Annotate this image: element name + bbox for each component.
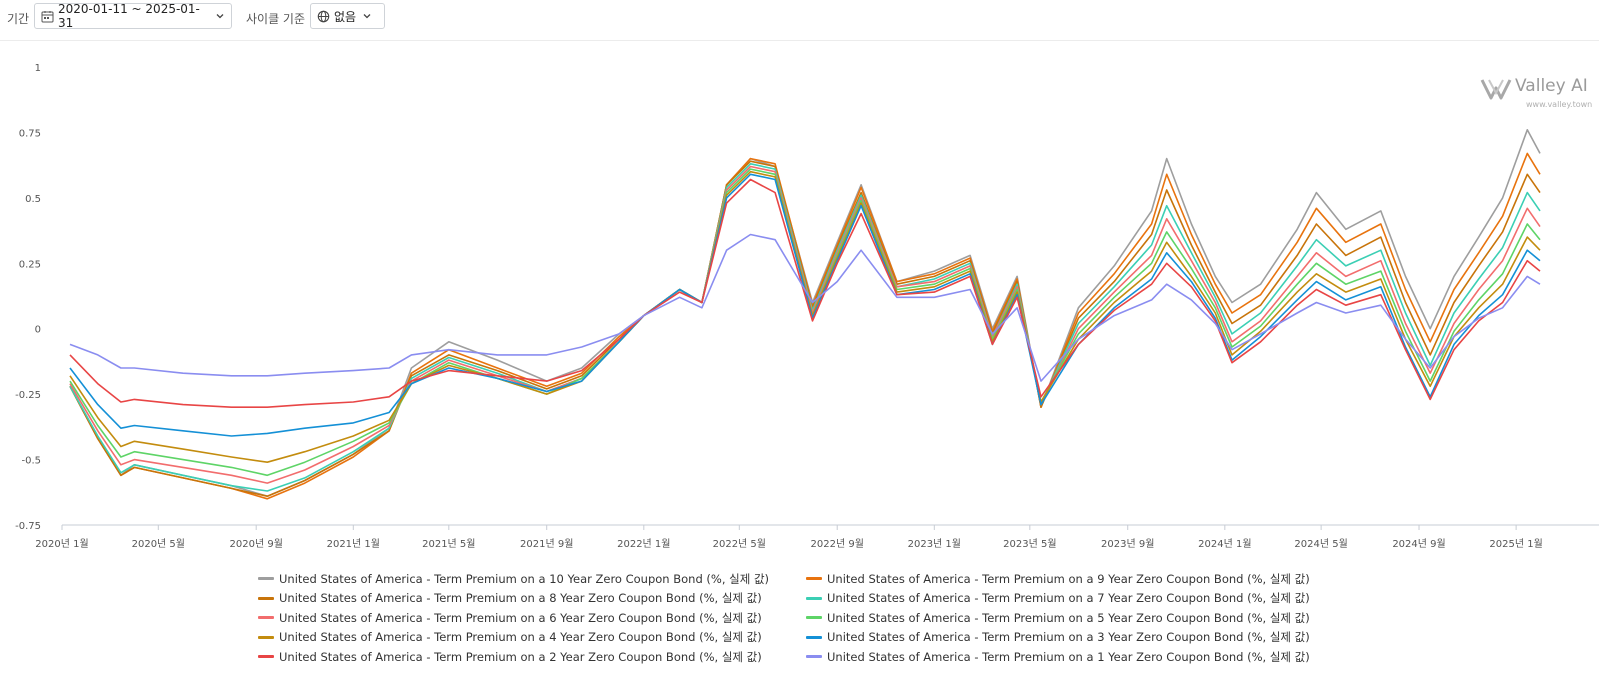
x-tick-label: 2025년 1월 [1489, 538, 1542, 550]
legend-swatch [258, 596, 274, 600]
series-line-3 [69, 160, 1541, 498]
x-tick-label: 2021년 5월 [422, 538, 475, 550]
y-tick-label: 1 [35, 63, 41, 74]
y-tick-label: 0.5 [25, 194, 41, 205]
series-line-2 [69, 152, 1541, 500]
legend-item[interactable]: United States of America - Term Premium … [258, 570, 806, 588]
legend-item[interactable]: United States of America - Term Premium … [806, 648, 1366, 666]
legend-label: United States of America - Term Premium … [827, 571, 1310, 586]
x-axis: 2020년 1월 2020년 5월 2020년 9월 2021년 1월 2021년 5월… [35, 524, 1599, 550]
calendar-icon [41, 10, 54, 23]
series-line-10 [69, 233, 1541, 382]
legend-swatch [258, 635, 274, 639]
legend-item[interactable]: United States of America - Term Premium … [806, 590, 1366, 608]
valley-ai-logo-icon [1480, 76, 1512, 106]
legend-item[interactable]: United States of America - Term Premium … [258, 590, 806, 608]
legend-swatch [806, 616, 822, 620]
x-tick-label: 2020년 9월 [230, 538, 283, 550]
x-tick-label: 2022년 1월 [617, 538, 670, 550]
legend-label: United States of America - Term Premium … [827, 630, 1310, 645]
legend-label: United States of America - Term Premium … [827, 649, 1310, 664]
legend-item[interactable]: United States of America - Term Premium … [258, 648, 806, 666]
legend-swatch [258, 577, 274, 581]
y-axis: 1 0.75 0.5 0.25 0 -0.25 -0.5 -0.75 [15, 63, 41, 532]
x-tick-label: 2023년 9월 [1101, 538, 1154, 550]
chevron-down-icon [215, 11, 225, 21]
series-line-1 [69, 129, 1541, 498]
legend-label: United States of America - Term Premium … [827, 591, 1310, 606]
period-select[interactable]: 2020-01-11 ~ 2025-01-31 [34, 2, 232, 30]
cycle-select[interactable]: 없음 [310, 3, 385, 29]
y-tick-label: -0.75 [15, 521, 41, 532]
legend-label: United States of America - Term Premium … [279, 591, 762, 606]
legend-item[interactable]: United States of America - Term Premium … [258, 629, 806, 647]
x-tick-label: 2022년 5월 [713, 538, 766, 550]
x-tick-label: 2020년 1월 [35, 538, 88, 550]
watermark-subtitle: www.valley.town [1526, 100, 1593, 109]
legend-swatch [806, 655, 822, 659]
legend-item[interactable]: United States of America - Term Premium … [806, 609, 1366, 627]
legend-swatch [258, 616, 274, 620]
legend-swatch [258, 655, 274, 659]
legend-item[interactable]: United States of America - Term Premium … [806, 629, 1366, 647]
legend-label: United States of America - Term Premium … [279, 630, 762, 645]
legend-item[interactable]: United States of America - Term Premium … [258, 609, 806, 627]
y-tick-label: 0.25 [19, 259, 41, 270]
x-tick-label: 2021년 1월 [327, 538, 380, 550]
series-layer [69, 129, 1541, 500]
legend-label: United States of America - Term Premium … [279, 571, 770, 586]
legend-swatch [806, 577, 822, 581]
x-tick-label: 2024년 9월 [1392, 538, 1445, 550]
series-line-6 [69, 168, 1541, 477]
legend-item[interactable]: United States of America - Term Premium … [806, 570, 1366, 588]
legend-label: United States of America - Term Premium … [827, 610, 1310, 625]
watermark-title: Valley AI [1515, 76, 1588, 96]
series-line-9 [69, 178, 1541, 409]
globe-icon [317, 10, 330, 23]
chevron-down-icon [362, 11, 372, 21]
cycle-label: 사이클 기준 [246, 12, 306, 26]
y-tick-label: 0.75 [19, 128, 41, 139]
series-line-5 [69, 165, 1541, 484]
x-tick-label: 2020년 5월 [132, 538, 185, 550]
legend-swatch [806, 596, 822, 600]
y-tick-label: 0 [35, 325, 41, 336]
series-line-7 [69, 170, 1541, 464]
legend-label: United States of America - Term Premium … [279, 610, 762, 625]
line-chart: 10.750.50.250-0.25-0.5-0.75 2020년 1월 2020… [15, 63, 1599, 550]
chart-legend: United States of America - Term Premium … [258, 570, 1398, 666]
x-tick-label: 2021년 9월 [520, 538, 573, 550]
x-tick-label: 2023년 5월 [1003, 538, 1056, 550]
period-value: 2020-01-11 ~ 2025-01-31 [58, 2, 200, 30]
series-line-8 [69, 173, 1541, 437]
legend-label: United States of America - Term Premium … [279, 649, 762, 664]
x-tick-label: 2022년 9월 [811, 538, 864, 550]
x-tick-label: 2024년 1월 [1198, 538, 1251, 550]
y-tick-label: -0.25 [15, 390, 41, 401]
x-tick-label: 2023년 1월 [908, 538, 961, 550]
period-label: 기간 [7, 12, 30, 26]
legend-swatch [806, 635, 822, 639]
cycle-value: 없음 [334, 9, 357, 24]
y-tick-label: -0.5 [21, 456, 41, 467]
toolbar: 기간 2020-01-11 ~ 2025-01-31 사이클 기준 없음 [0, 0, 1599, 41]
x-tick-label: 2024년 5월 [1294, 538, 1347, 550]
